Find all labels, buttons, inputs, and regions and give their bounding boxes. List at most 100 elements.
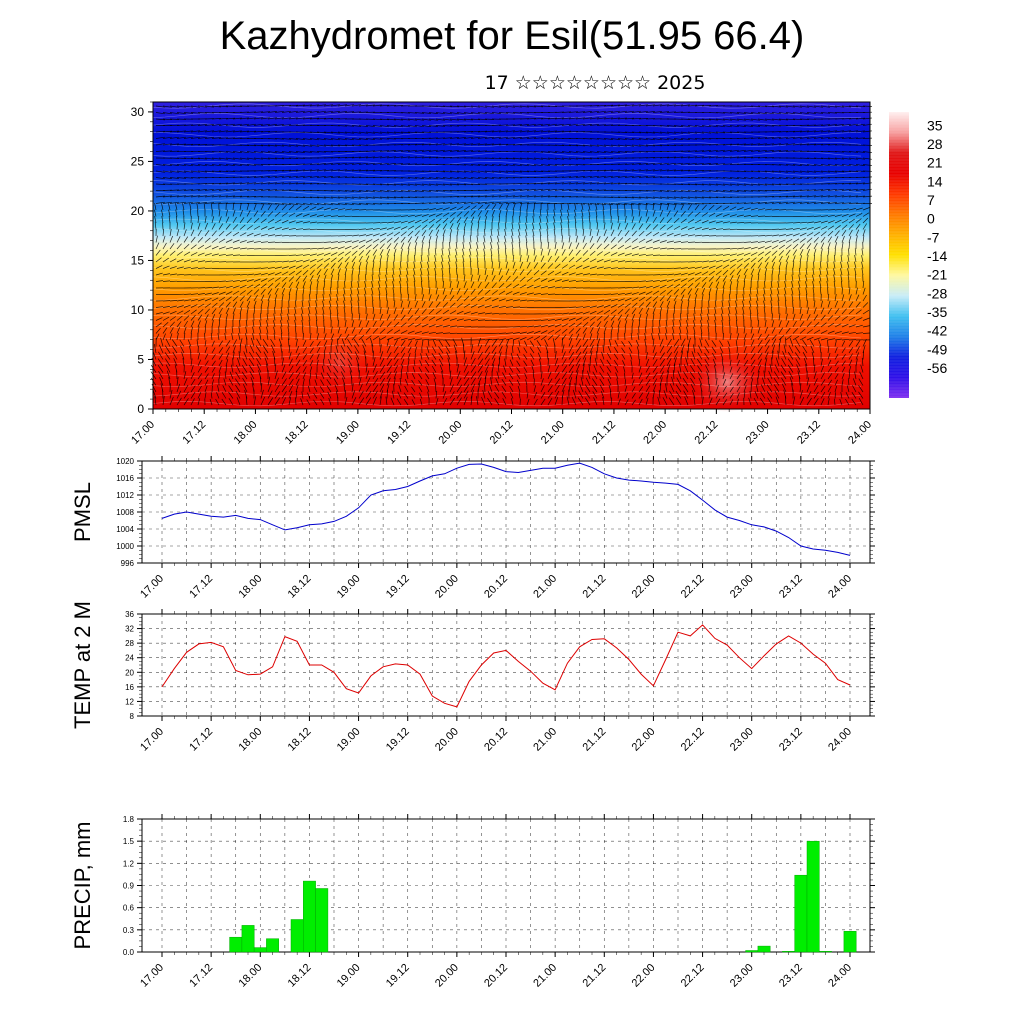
panel-y-tick-label: 12 [125, 697, 134, 706]
panel-grid [142, 461, 870, 563]
panel-temp2m: 36 32 28 24 20 16 12 817.00 17.12 18.00 18.12 19.00… [70, 601, 875, 754]
panel-x-tick-label: 19.00 [335, 573, 363, 601]
precip-bar [290, 919, 304, 953]
heatmap-y-tick-label: 5 [137, 352, 144, 366]
panel-x-tick-label: 19.12 [384, 962, 412, 990]
cross-section-heatmap: 0 5 10 15 20 25 30 17.00 17.12 18.00 18.12 19.00 19.… [129, 101, 874, 447]
heatmap-x-tick-label: 22.00 [641, 419, 669, 447]
panel-x-tick-label: 23.12 [777, 726, 805, 754]
panel-x-tick-label: 19.00 [335, 962, 363, 990]
colorbar-label: -7 [927, 229, 940, 245]
panel-x-tick-label: 21.12 [580, 962, 608, 990]
panel-y-tick-label: 1016 [116, 474, 134, 483]
panel-y-tick-label: 28 [125, 639, 134, 648]
precip-bar [229, 936, 243, 953]
panel-y-tick-label: 996 [121, 559, 135, 568]
heatmap-x-tick-label: 21.00 [539, 419, 567, 447]
panel-x-tick-label: 22.00 [630, 573, 658, 601]
precip-bar [782, 951, 795, 953]
panel-x-tick-label: 22.00 [630, 962, 658, 990]
precip-bar [843, 931, 857, 953]
heatmap-x-tick-label: 17.12 [180, 419, 208, 447]
panel-y-tick-label: 1012 [116, 491, 134, 500]
panel-x-tick-label: 18.00 [236, 962, 264, 990]
panel-y-tick-label: 1008 [116, 508, 134, 517]
panel-x-tick-label: 18.12 [286, 962, 314, 990]
panel-x-tick-label: 23.12 [777, 573, 805, 601]
panel-x-tick-label: 24.00 [826, 573, 854, 601]
colorbar-fill [889, 112, 909, 398]
heatmap-x-tick-label: 18.00 [232, 419, 260, 447]
heatmap-x-tick-label: 19.00 [334, 419, 362, 447]
panel-x-tick-label: 22.00 [630, 726, 658, 754]
colorbar-label: 7 [927, 192, 935, 208]
panel-x-tick-label: 18.00 [236, 573, 264, 601]
heatmap-x-tick-label: 21.12 [590, 419, 618, 447]
panel-y-axis-label: PMSL [70, 482, 95, 542]
heatmap-x-tick-label: 23.12 [795, 419, 823, 447]
panel-grid [142, 614, 870, 716]
heatmap-y-tick-label: 20 [131, 204, 145, 218]
panel-y-tick-label: 1020 [116, 457, 134, 466]
panel-x-tick-label: 20.00 [433, 573, 461, 601]
panel-x-tick-label: 20.00 [433, 962, 461, 990]
panel-y-tick-label: 0.0 [123, 948, 135, 957]
panel-x-tick-label: 17.00 [138, 573, 166, 601]
colorbar-label: 35 [927, 117, 943, 133]
panel-x-tick-label: 22.12 [679, 573, 707, 601]
panel-x-tick-label: 17.00 [138, 962, 166, 990]
heatmap-y-tick-label: 15 [131, 253, 145, 267]
heatmap-x-tick-label: 19.12 [385, 419, 413, 447]
precip-bar [794, 874, 808, 953]
panel-x-tick-label: 17.12 [187, 573, 215, 601]
colorbar: 35 28 21 14 7 0 -7 -14 -21 -28 -35 -42 -49 -56 [889, 111, 947, 398]
panel-y-tick-label: 8 [130, 712, 135, 721]
heatmap-x-tick-label: 22.12 [693, 419, 721, 447]
precip-bar [806, 840, 820, 953]
heatmap-x-tick-label: 20.00 [436, 419, 464, 447]
precip-bar [757, 945, 771, 953]
heatmap-x-tick-label: 17.00 [129, 419, 157, 447]
precip-bar [266, 938, 279, 953]
colorbar-label: -21 [927, 267, 947, 283]
panel-y-tick-label: 32 [125, 625, 134, 634]
heatmap-x-tick-label: 18.12 [283, 419, 311, 447]
panel-y-tick-label: 1000 [116, 542, 134, 551]
panel-y-tick-label: 0.6 [123, 904, 135, 913]
heatmap-x-tick-label: 23.00 [744, 419, 772, 447]
panel-x-tick-label: 18.00 [236, 726, 264, 754]
panel-y-tick-label: 1.2 [123, 859, 135, 868]
panel-x-tick-label: 22.12 [679, 726, 707, 754]
panel-x-tick-label: 20.12 [482, 962, 510, 990]
panel-x-tick-label: 21.12 [580, 726, 608, 754]
panel-x-tick-label: 21.00 [531, 573, 559, 601]
colorbar-label: 28 [927, 136, 943, 152]
panel-y-tick-label: 24 [125, 654, 134, 663]
panel-grid [142, 819, 870, 952]
heatmap-y-tick-label: 30 [131, 105, 145, 119]
panel-x-tick-label: 19.12 [384, 726, 412, 754]
colorbar-label: 0 [927, 211, 935, 227]
precip-bar [745, 950, 759, 953]
page-subtitle: 17 ☆☆☆☆☆☆☆☆ 2025 [484, 72, 706, 94]
panel-x-tick-label: 21.00 [531, 726, 559, 754]
heatmap-hotspot [689, 352, 765, 412]
panel-y-tick-label: 1.5 [123, 837, 135, 846]
panel-x-tick-label: 18.12 [286, 573, 314, 601]
panel-precip: 1.8 1.5 1.2 0.9 0.6 0.3 0.017.00 17.12 18.00 18.1… [70, 814, 875, 990]
colorbar-label: -42 [927, 323, 947, 339]
panel-y-tick-label: 20 [125, 668, 134, 677]
panel-x-tick-label: 17.12 [187, 962, 215, 990]
panel-x-tick-label: 17.12 [187, 726, 215, 754]
panel-x-tick-label: 21.12 [580, 573, 608, 601]
panel-y-tick-label: 1004 [116, 525, 134, 534]
colorbar-label: -28 [927, 285, 947, 301]
colorbar-label: -56 [927, 360, 947, 376]
panel-x-tick-label: 20.00 [433, 726, 461, 754]
heatmap-hotspot [310, 334, 370, 390]
panel-x-tick-label: 19.00 [335, 726, 363, 754]
precip-bar [253, 947, 267, 953]
panel-y-tick-label: 16 [125, 683, 134, 692]
